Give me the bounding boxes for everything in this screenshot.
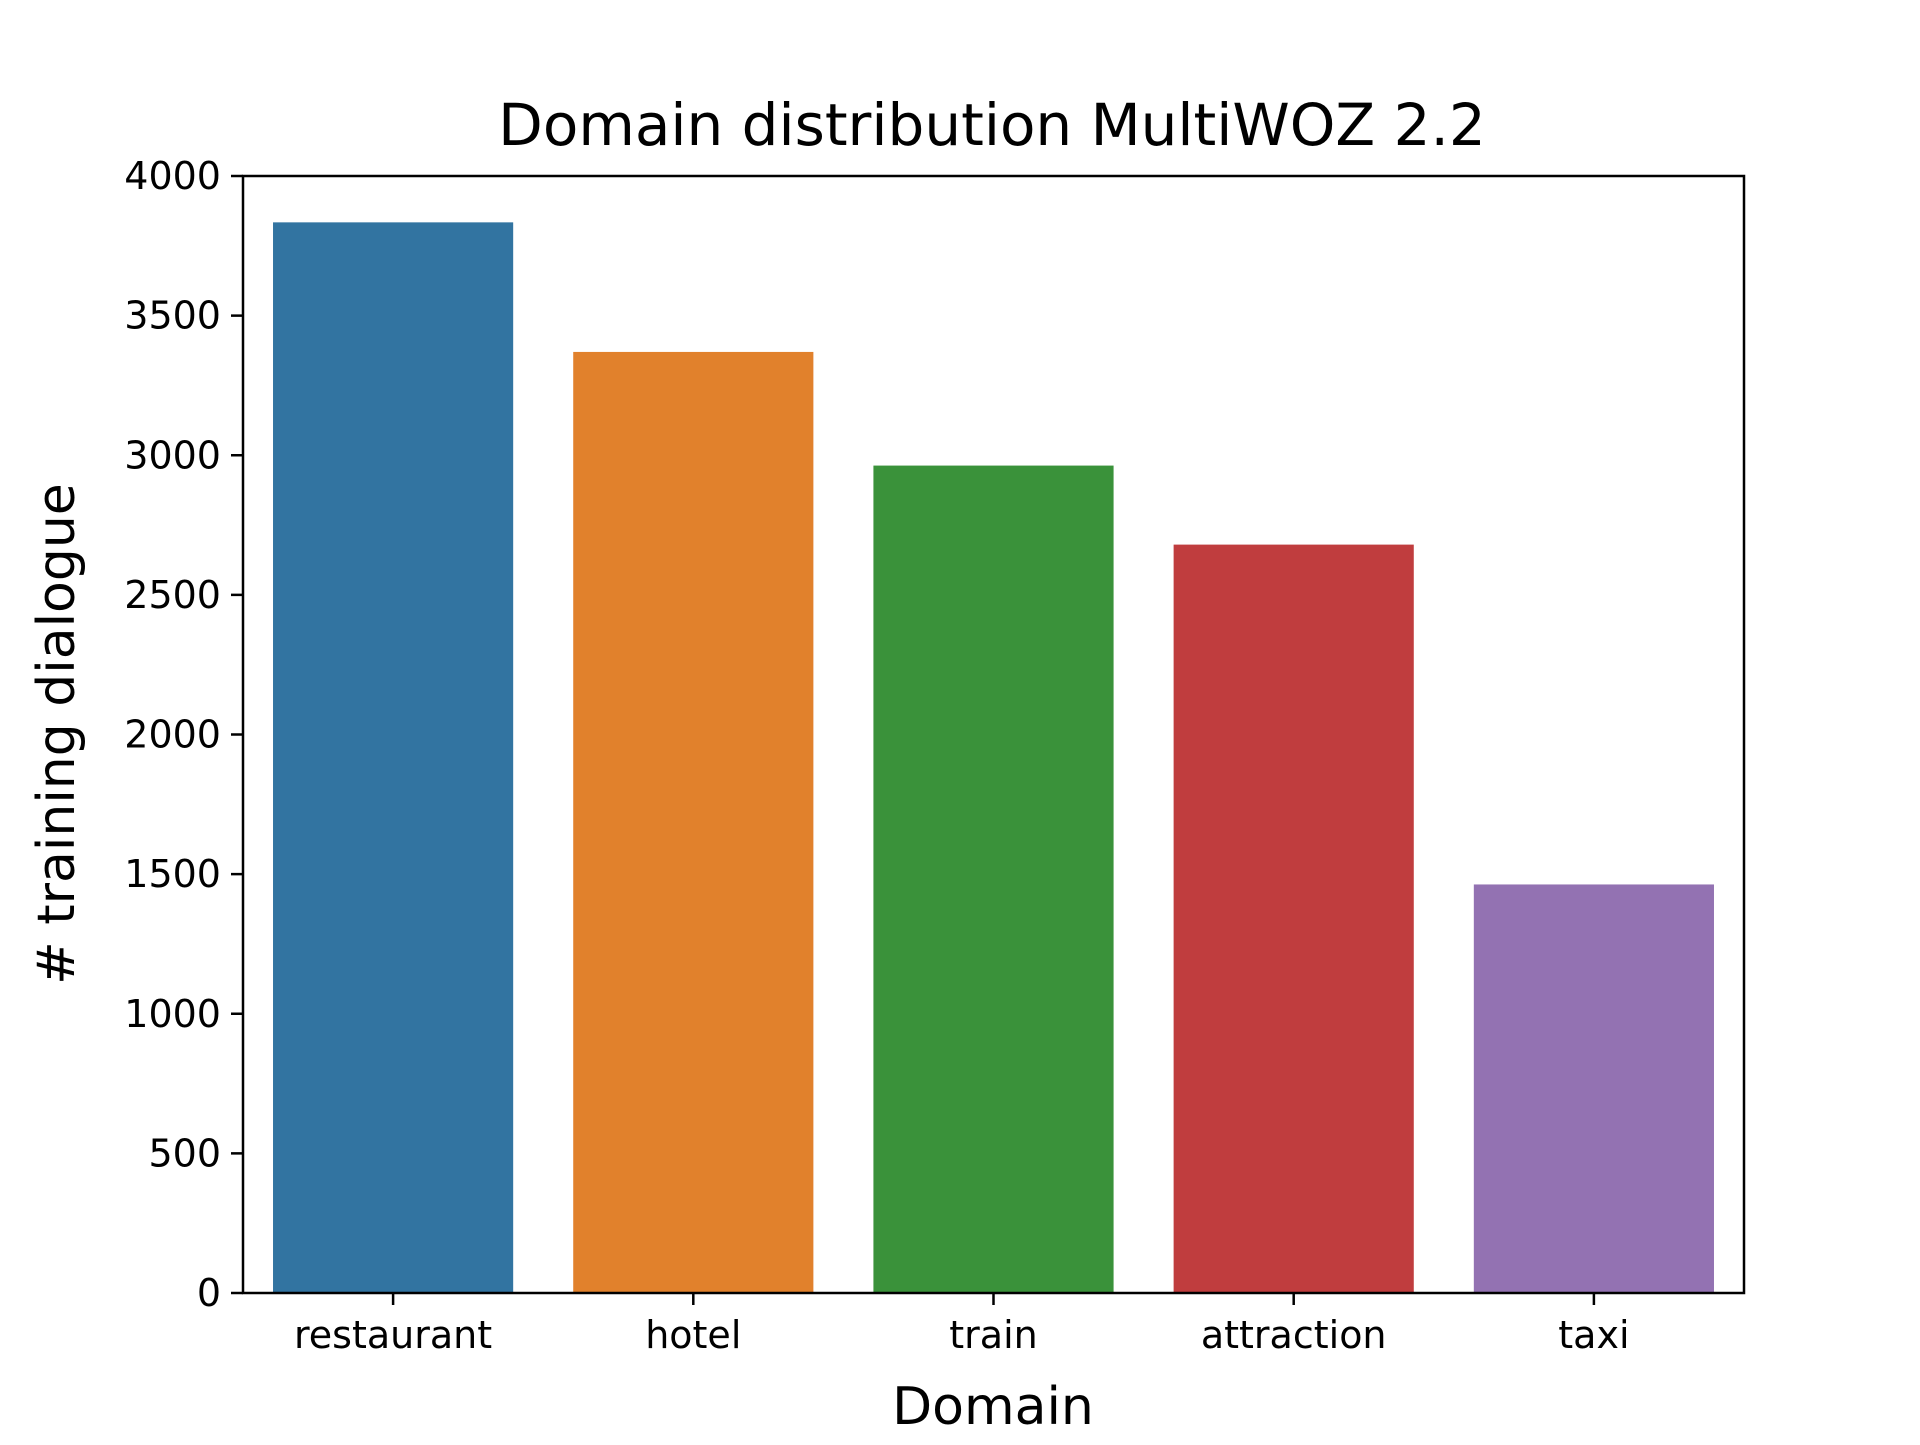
y-tick-label-2500: 2500 xyxy=(124,573,221,617)
plot-frame xyxy=(241,174,1746,1295)
y-tick-label-3500: 3500 xyxy=(124,294,221,338)
y-tick-label-0: 0 xyxy=(197,1271,221,1315)
x-axis: restaurant hotel train attraction taxi xyxy=(294,1293,1630,1357)
x-tick-label-restaurant: restaurant xyxy=(294,1313,492,1357)
y-tick-label-3000: 3000 xyxy=(124,433,221,477)
bar-restaurant xyxy=(273,222,514,1294)
bar-taxi xyxy=(1473,884,1714,1293)
x-tick-label-hotel: hotel xyxy=(645,1313,741,1357)
bar-attraction xyxy=(1173,544,1414,1293)
y-axis: 0 500 1000 1500 2000 2500 3000 3500 4000 xyxy=(124,154,243,1315)
x-tick-label-attraction: attraction xyxy=(1201,1313,1387,1357)
x-axis-label: Domain xyxy=(892,1377,1094,1437)
chart-title: Domain distribution MultiWOZ 2.2 xyxy=(498,91,1486,159)
y-tick-label-500: 500 xyxy=(148,1131,221,1175)
bar-hotel xyxy=(573,351,814,1293)
x-tick-label-train: train xyxy=(949,1313,1037,1357)
y-tick-label-1500: 1500 xyxy=(124,852,221,896)
y-tick-label-4000: 4000 xyxy=(124,154,221,198)
bars-layer xyxy=(273,222,1714,1294)
x-tick-label-taxi: taxi xyxy=(1558,1313,1629,1357)
y-tick-label-2000: 2000 xyxy=(124,713,221,757)
bar-train xyxy=(873,465,1114,1293)
y-axis-label: # training dialogue xyxy=(27,483,87,985)
y-tick-label-1000: 1000 xyxy=(124,992,221,1036)
